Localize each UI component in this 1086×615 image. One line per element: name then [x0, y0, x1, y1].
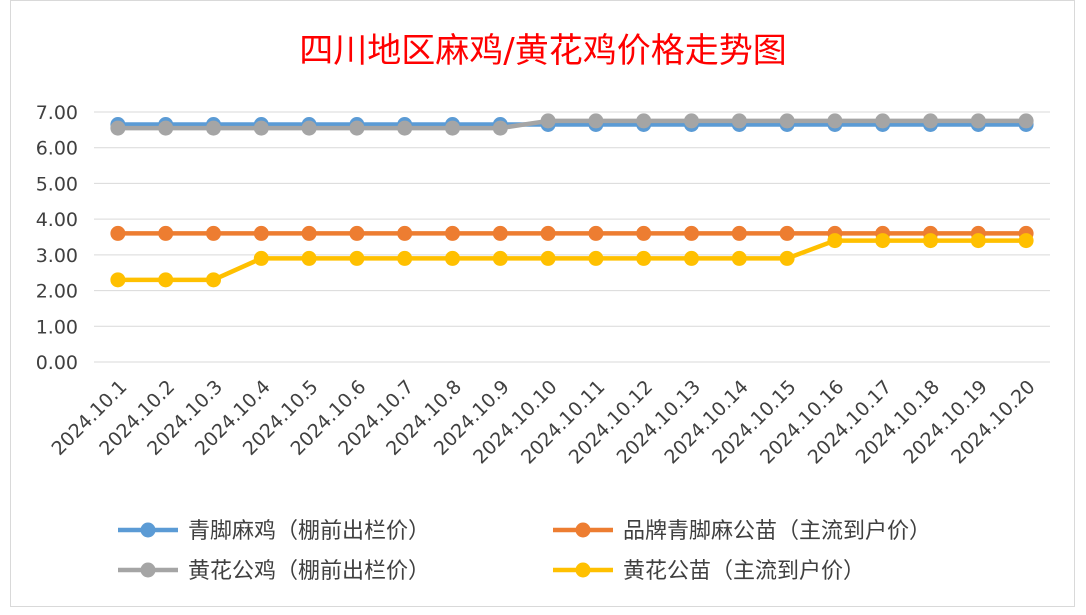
data-point [827, 113, 843, 129]
data-point [253, 225, 269, 241]
data-point [540, 225, 556, 241]
data-point [970, 233, 986, 249]
data-point [923, 113, 938, 129]
legend-swatch-marker [140, 562, 156, 578]
data-point [397, 250, 413, 266]
data-point [253, 250, 269, 266]
series-line [117, 238, 1027, 283]
legend-swatch-marker [575, 522, 591, 538]
data-point [588, 225, 604, 241]
data-point [731, 113, 747, 129]
legend-swatch-marker [140, 522, 156, 538]
data-point [158, 272, 174, 288]
data-point [636, 225, 652, 241]
data-point [492, 250, 508, 266]
data-point [540, 250, 556, 266]
data-point [445, 120, 460, 136]
data-point [923, 233, 938, 249]
gridlines [94, 111, 1050, 363]
legend-item: 青脚麻鸡（棚前出栏价） [118, 519, 430, 544]
data-point [445, 250, 460, 266]
chart-title: 四川地区麻鸡/黄花鸡价格走势图 [299, 31, 786, 71]
legend-item: 黄花公苗（主流到户价） [553, 559, 865, 584]
data-point [301, 250, 317, 266]
data-point [110, 120, 126, 136]
data-point [684, 113, 699, 129]
data-point [492, 225, 508, 241]
y-tick-label: 5.00 [36, 173, 78, 195]
data-point [158, 120, 174, 136]
series-line [117, 118, 1027, 131]
data-point [540, 113, 556, 129]
data-point [206, 120, 221, 136]
data-point [731, 250, 747, 266]
series-3 [110, 233, 1034, 288]
data-point [253, 120, 269, 136]
legend-label: 青脚麻鸡（棚前出栏价） [188, 519, 430, 544]
data-point [206, 225, 221, 241]
y-tick-label: 3.00 [36, 245, 78, 267]
legend-label: 黄花公苗（主流到户价） [623, 559, 865, 584]
data-point [636, 250, 652, 266]
chart-border [10, 0, 1075, 607]
data-point [779, 250, 795, 266]
data-point [636, 113, 652, 129]
data-point [349, 250, 365, 266]
legend-item: 黄花公鸡（棚前出栏价） [118, 559, 430, 584]
data-point [301, 120, 317, 136]
data-point [492, 120, 508, 136]
y-tick-label: 2.00 [36, 281, 78, 303]
data-point [875, 113, 891, 129]
y-axis-tick-labels: 0.00 1.00 2.00 3.00 4.00 5.00 6.00 7.00 [36, 102, 78, 374]
series-lines [110, 113, 1034, 288]
data-point [349, 225, 365, 241]
data-point [731, 225, 747, 241]
data-point [588, 113, 604, 129]
data-point [349, 120, 365, 136]
y-tick-label: 6.00 [36, 138, 78, 160]
data-point [779, 225, 795, 241]
legend-item: 品牌青脚麻公苗（主流到户价） [553, 519, 931, 544]
data-point [397, 225, 413, 241]
legend: 青脚麻鸡（棚前出栏价） 品牌青脚麻公苗（主流到户价） 黄花公鸡（棚前出栏价） 黄花公苗… [118, 519, 931, 584]
legend-label: 黄花公鸡（棚前出栏价） [188, 559, 430, 584]
data-point [206, 272, 221, 288]
data-point [1018, 113, 1034, 129]
data-point [110, 225, 126, 241]
data-point [588, 250, 604, 266]
data-point [397, 120, 413, 136]
data-point [1018, 233, 1034, 249]
data-point [301, 225, 317, 241]
data-point [779, 113, 795, 129]
series-2 [110, 113, 1034, 136]
y-tick-label: 7.00 [36, 102, 78, 124]
legend-label: 品牌青脚麻公苗（主流到户价） [623, 519, 931, 544]
y-tick-label: 4.00 [36, 209, 78, 231]
data-point [827, 233, 843, 249]
y-tick-label: 1.00 [36, 316, 78, 338]
data-point [875, 233, 891, 249]
data-point [684, 225, 699, 241]
data-point [110, 272, 126, 288]
data-point [684, 250, 699, 266]
data-point [445, 225, 460, 241]
data-point [970, 113, 986, 129]
data-point [158, 225, 174, 241]
legend-swatch-marker [575, 562, 591, 578]
y-tick-label: 0.00 [36, 352, 78, 374]
